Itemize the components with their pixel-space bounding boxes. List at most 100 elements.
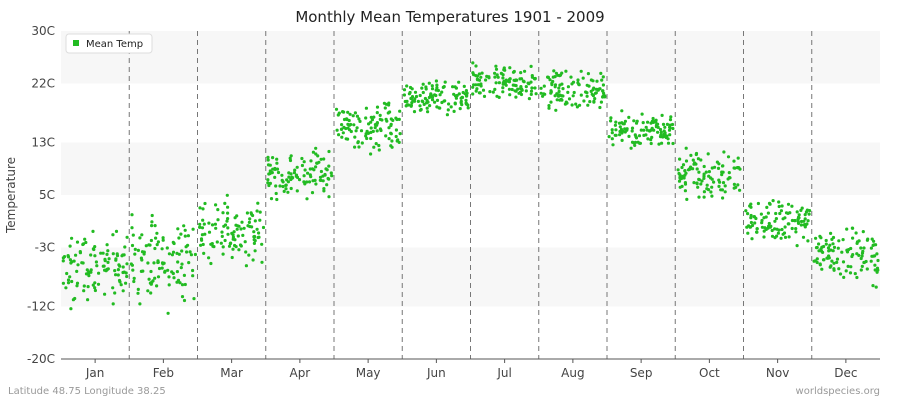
data-point (723, 190, 727, 194)
data-point (491, 90, 495, 94)
footer-source: worldspecies.org (796, 386, 880, 397)
data-point (136, 248, 140, 252)
data-point (160, 261, 165, 265)
data-point (236, 234, 240, 238)
data-point (156, 260, 160, 264)
data-point (820, 267, 824, 271)
data-point (571, 94, 575, 98)
data-point (93, 254, 97, 258)
data-point (727, 171, 731, 175)
data-point (388, 110, 392, 114)
data-point (258, 218, 262, 222)
data-point (121, 265, 125, 269)
data-point (341, 131, 345, 135)
data-point (274, 184, 278, 188)
data-point (155, 284, 159, 288)
data-point (171, 250, 176, 254)
data-point (601, 89, 605, 93)
data-point (582, 99, 586, 103)
data-point (790, 218, 795, 223)
data-point (721, 181, 726, 185)
data-point (430, 98, 435, 102)
data-point (677, 171, 681, 176)
data-point (859, 246, 863, 250)
data-point (157, 266, 162, 271)
data-point (93, 281, 97, 285)
data-point (233, 243, 237, 248)
data-point (800, 206, 804, 210)
data-point (237, 224, 241, 228)
data-point (760, 221, 764, 225)
data-point (117, 278, 122, 283)
data-point (140, 233, 144, 237)
data-point (125, 274, 129, 279)
data-point (651, 120, 655, 124)
data-point (220, 234, 224, 238)
data-point (276, 170, 281, 175)
data-point (146, 289, 150, 293)
data-point (681, 163, 686, 167)
data-point (479, 75, 483, 79)
data-point (176, 278, 181, 282)
data-point (627, 134, 631, 138)
data-point (182, 298, 187, 303)
data-point (860, 264, 864, 268)
data-point (576, 78, 580, 82)
data-point (369, 136, 373, 141)
data-point (153, 246, 157, 251)
data-point (497, 95, 501, 99)
data-point (207, 256, 211, 260)
data-point (384, 117, 388, 121)
data-point (753, 221, 757, 225)
data-point (821, 250, 825, 254)
data-point (70, 236, 74, 240)
data-point (641, 121, 645, 125)
data-point (84, 240, 88, 245)
data-point (802, 219, 806, 223)
data-point (769, 224, 773, 228)
data-point (786, 202, 791, 206)
data-point (865, 267, 869, 271)
legend-label: Mean Temp (86, 39, 143, 50)
data-point (585, 91, 589, 95)
x-tick-label: Dec (834, 366, 857, 380)
data-point (610, 131, 614, 135)
data-point (103, 292, 107, 296)
data-point (344, 126, 348, 131)
chart-title: Monthly Mean Temperatures 1901 - 2009 (295, 8, 604, 26)
data-point (695, 182, 699, 186)
data-point (215, 240, 219, 244)
data-point (762, 229, 766, 233)
legend-swatch (73, 40, 79, 46)
data-point (671, 141, 675, 146)
data-point (642, 128, 646, 132)
data-point (64, 286, 68, 290)
data-point (353, 145, 357, 149)
data-point (106, 249, 110, 253)
data-point (841, 238, 845, 242)
data-point (656, 122, 660, 126)
data-point (663, 125, 667, 129)
data-point (494, 81, 498, 85)
data-point (585, 94, 589, 98)
data-point (280, 173, 284, 177)
data-point (70, 279, 74, 284)
data-point (198, 225, 202, 229)
data-point (255, 209, 259, 213)
data-point (642, 133, 646, 137)
data-point (676, 168, 680, 172)
data-point (524, 89, 528, 93)
data-point (396, 138, 400, 142)
data-point (233, 238, 237, 242)
data-point (660, 141, 664, 145)
data-point (554, 71, 559, 75)
x-tick-label: Jul (496, 366, 511, 380)
data-point (359, 129, 364, 133)
data-point (706, 152, 710, 156)
data-point (241, 233, 245, 237)
data-point (646, 120, 650, 124)
x-tick-label: Sep (630, 366, 653, 380)
data-point (247, 253, 251, 257)
data-point (251, 213, 255, 218)
data-point (815, 257, 819, 261)
